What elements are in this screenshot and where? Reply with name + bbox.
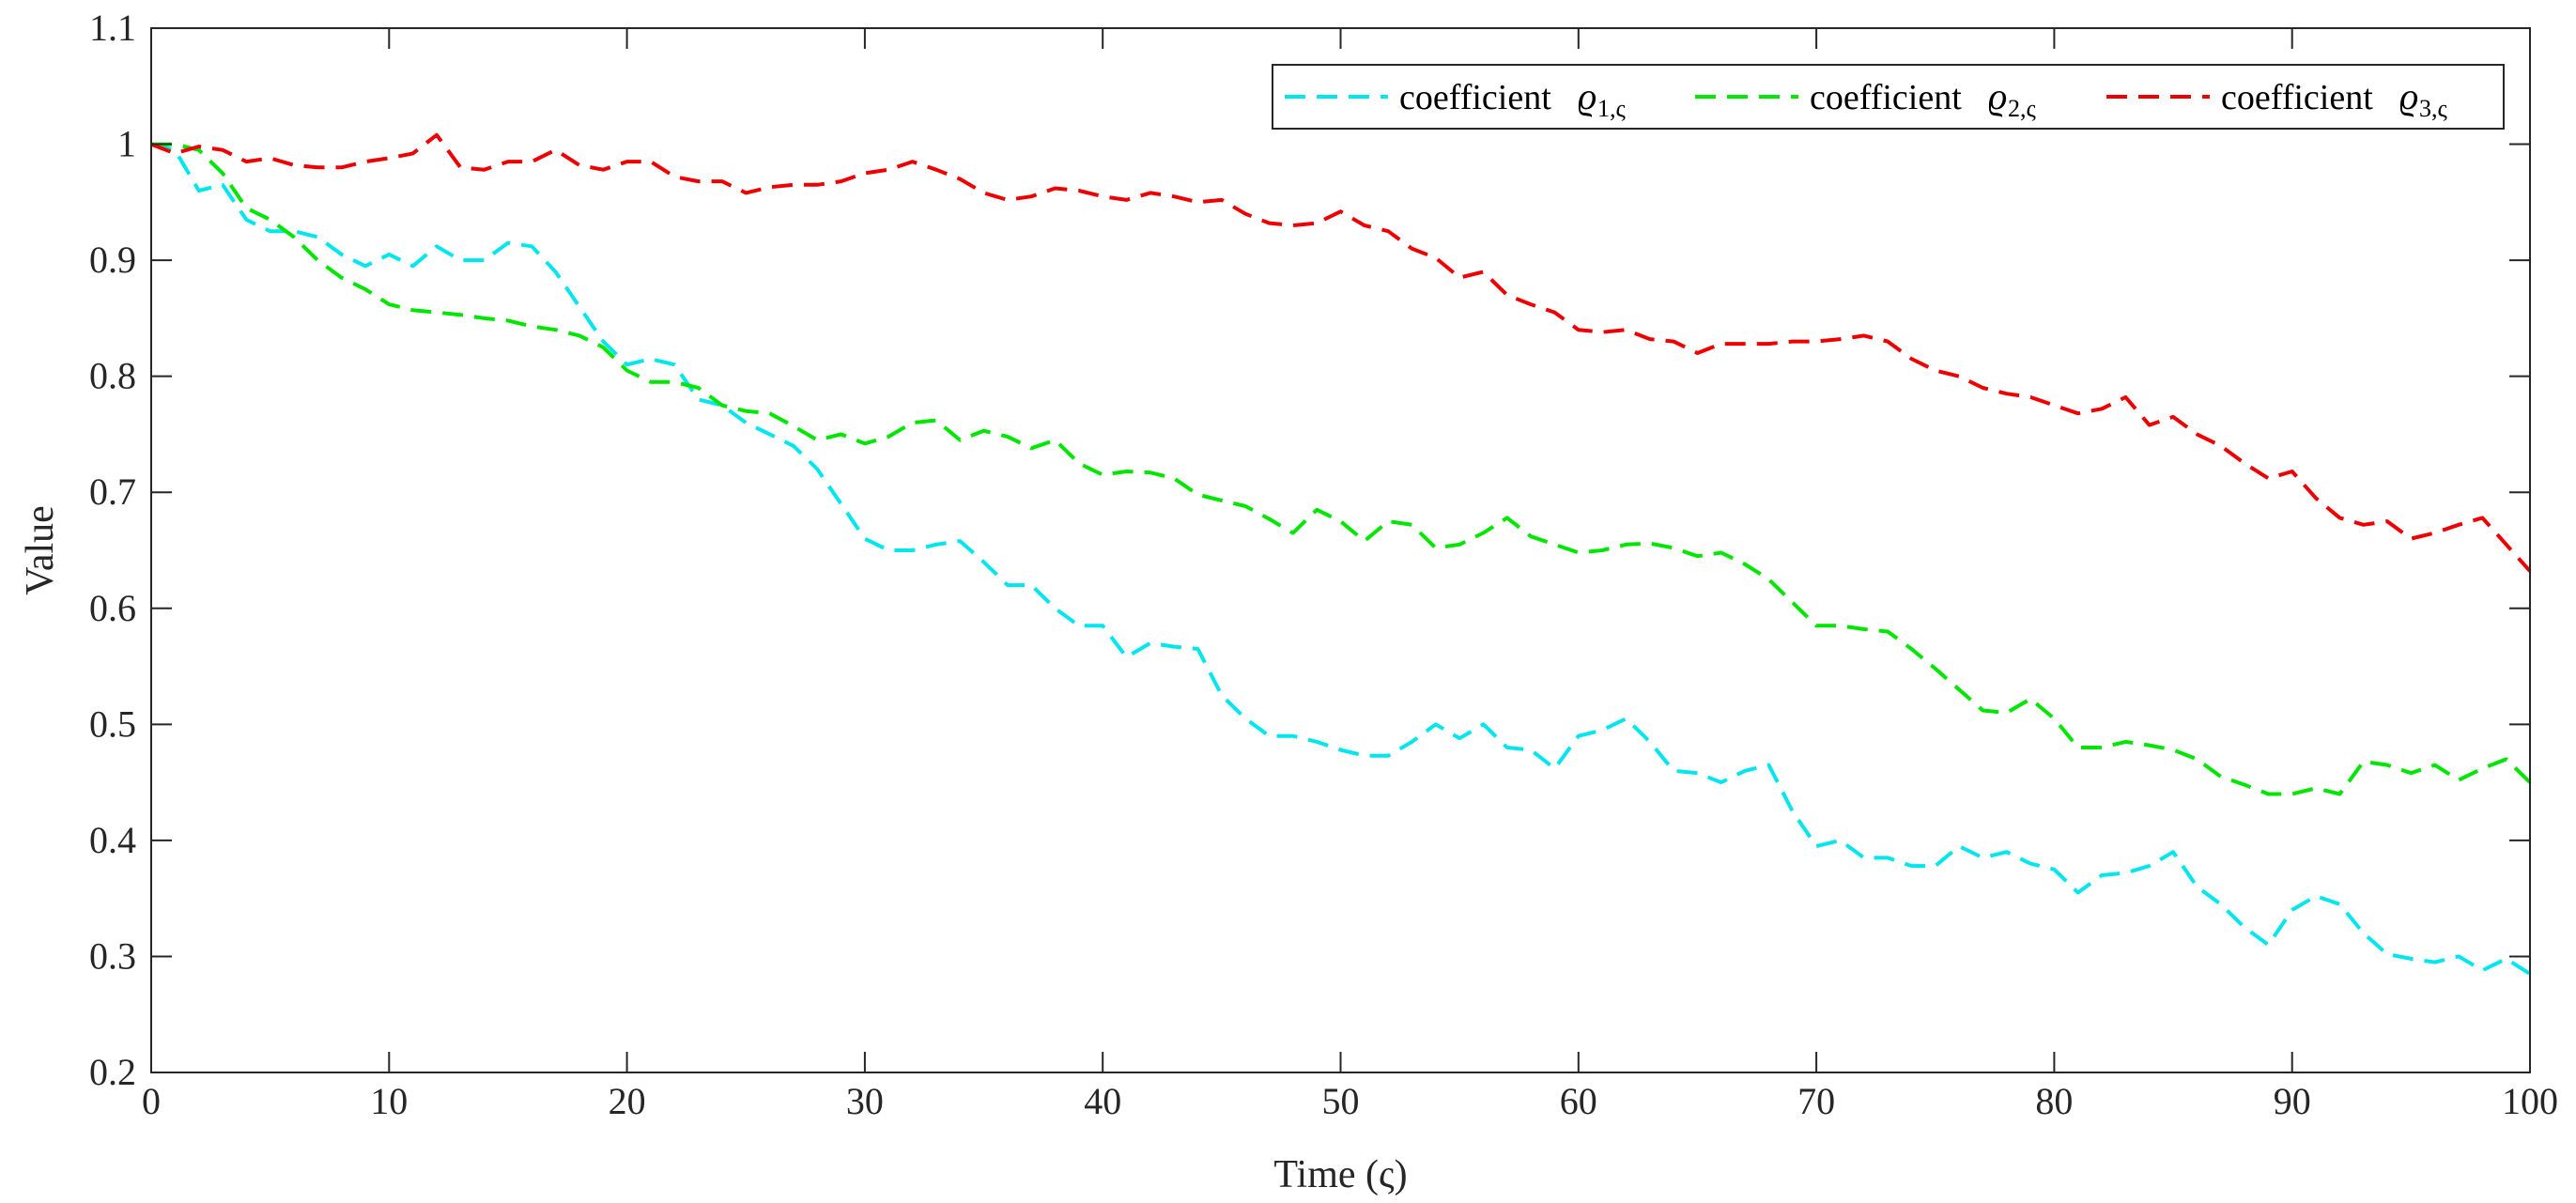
x-tick-label: 40 xyxy=(1084,1080,1121,1122)
x-tick-label: 80 xyxy=(2035,1080,2073,1122)
y-tick-label: 0.7 xyxy=(89,470,136,513)
y-tick-label: 0.9 xyxy=(89,239,136,281)
x-tick-label: 100 xyxy=(2502,1080,2558,1122)
x-tick-label: 20 xyxy=(609,1080,646,1122)
legend-subscript-3: 3,ς xyxy=(2419,95,2448,122)
y-tick-label: 1.1 xyxy=(89,7,136,49)
legend: coefficient ϱ 1,ς coefficient ϱ 2,ς coefficien… xyxy=(1272,64,2505,130)
axes-layer xyxy=(150,27,2531,1073)
y-tick-label: 0.8 xyxy=(89,355,136,397)
x-tick-label: 30 xyxy=(846,1080,884,1122)
y-tick-label: 0.3 xyxy=(89,934,136,977)
legend-subscript-2: 2,ς xyxy=(2008,95,2037,122)
legend-subscript-1: 1,ς xyxy=(1597,95,1627,122)
y-tick-label: 0.6 xyxy=(89,587,136,629)
series-line-1 xyxy=(150,142,2532,976)
legend-symbol-1: ϱ xyxy=(1578,75,1597,117)
legend-label-3: coefficient xyxy=(2221,78,2373,117)
series-line-2 xyxy=(151,142,2532,796)
legend-label-2: coefficient xyxy=(1810,78,1962,117)
y-tick-label: 0.2 xyxy=(89,1051,136,1093)
legend-symbol-2: ϱ xyxy=(1988,75,2007,117)
legend-box xyxy=(1272,64,2505,130)
y-tick-label: 1 xyxy=(117,123,136,165)
x-tick-label: 50 xyxy=(1322,1080,1360,1122)
x-tick-label: 10 xyxy=(370,1080,408,1122)
x-tick-label: 60 xyxy=(1560,1080,1597,1122)
y-tick-label: 0.5 xyxy=(89,702,136,745)
tick-labels-layer: 0 10 20 30 40 50 60 70 80 90 100 0.2 0.3 0.4 0.5 0.6 0.7… xyxy=(89,7,2558,1122)
x-axis-title: Time (ς) xyxy=(1273,1153,1407,1196)
y-tick-label: 0.4 xyxy=(89,819,136,861)
y-axis-title: Value xyxy=(19,505,62,595)
series-layer xyxy=(150,132,2532,976)
x-tick-label: 90 xyxy=(2274,1080,2311,1122)
legend-label-1: coefficient xyxy=(1399,78,1551,117)
series-line-3 xyxy=(150,132,2532,573)
legend-symbol-3: ϱ xyxy=(2399,75,2418,117)
x-tick-label: 70 xyxy=(1797,1080,1835,1122)
x-tick-label: 0 xyxy=(142,1080,161,1122)
